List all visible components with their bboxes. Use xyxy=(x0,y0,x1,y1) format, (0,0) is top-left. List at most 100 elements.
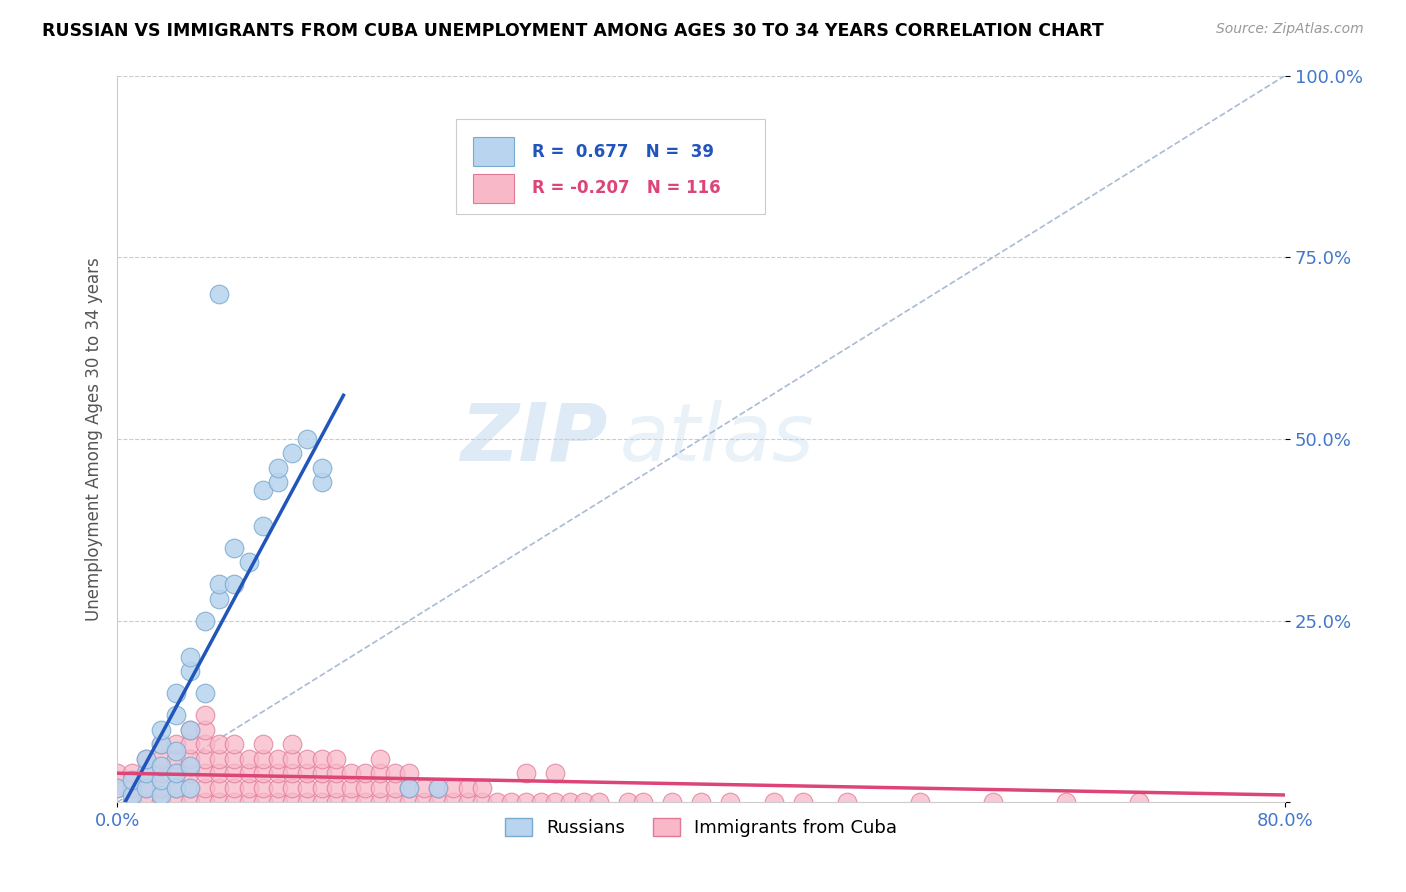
Text: Source: ZipAtlas.com: Source: ZipAtlas.com xyxy=(1216,22,1364,37)
Point xyxy=(135,752,157,766)
Legend: Russians, Immigrants from Cuba: Russians, Immigrants from Cuba xyxy=(498,810,904,844)
Point xyxy=(222,541,245,555)
Point xyxy=(135,780,157,795)
Point xyxy=(135,795,157,809)
Point xyxy=(457,780,479,795)
Point xyxy=(252,737,274,751)
Point xyxy=(150,766,173,780)
Point xyxy=(339,766,361,780)
Point xyxy=(179,752,201,766)
Point xyxy=(661,795,683,809)
Point xyxy=(135,766,157,780)
Point xyxy=(252,752,274,766)
Point xyxy=(179,780,201,795)
Point xyxy=(690,795,713,809)
Text: R =  0.677   N =  39: R = 0.677 N = 39 xyxy=(531,143,714,161)
Point xyxy=(222,766,245,780)
Point xyxy=(441,780,464,795)
Point xyxy=(238,556,260,570)
Point xyxy=(222,737,245,751)
Point xyxy=(121,773,143,788)
Point xyxy=(105,766,128,780)
Point xyxy=(135,780,157,795)
Point xyxy=(165,780,187,795)
Point xyxy=(311,752,333,766)
Point xyxy=(150,780,173,795)
Point xyxy=(398,766,420,780)
Point xyxy=(792,795,814,809)
Point xyxy=(544,766,567,780)
Point xyxy=(105,780,128,795)
Point xyxy=(354,795,377,809)
Point xyxy=(252,780,274,795)
Point xyxy=(165,708,187,723)
Point xyxy=(252,519,274,533)
Point xyxy=(529,795,551,809)
Point xyxy=(238,780,260,795)
Point xyxy=(179,766,201,780)
Point xyxy=(238,766,260,780)
Point xyxy=(150,788,173,802)
Point xyxy=(179,780,201,795)
Point xyxy=(165,766,187,780)
Point xyxy=(412,795,434,809)
Point xyxy=(471,780,494,795)
Point xyxy=(311,795,333,809)
Point xyxy=(194,780,217,795)
Point xyxy=(325,766,347,780)
Point xyxy=(558,795,581,809)
Point xyxy=(295,766,318,780)
Point xyxy=(368,766,391,780)
Point xyxy=(311,475,333,490)
Point xyxy=(208,752,231,766)
Point xyxy=(631,795,654,809)
Point xyxy=(281,780,304,795)
Point xyxy=(121,795,143,809)
Point xyxy=(281,752,304,766)
Point xyxy=(295,780,318,795)
Point xyxy=(325,795,347,809)
Point xyxy=(150,723,173,737)
Point xyxy=(281,795,304,809)
Point xyxy=(267,766,290,780)
Point xyxy=(222,577,245,591)
FancyBboxPatch shape xyxy=(456,120,765,213)
Point xyxy=(208,795,231,809)
Point xyxy=(222,752,245,766)
Point xyxy=(267,752,290,766)
Point xyxy=(354,766,377,780)
Point xyxy=(179,737,201,751)
Point xyxy=(485,795,508,809)
Point xyxy=(150,737,173,751)
Point xyxy=(501,795,523,809)
Point xyxy=(398,780,420,795)
Point xyxy=(515,766,537,780)
Point xyxy=(311,461,333,475)
Point xyxy=(574,795,596,809)
Point xyxy=(1054,795,1077,809)
Bar xyxy=(474,174,515,202)
Point xyxy=(981,795,1004,809)
Point xyxy=(165,686,187,700)
Point xyxy=(150,737,173,751)
Point xyxy=(267,780,290,795)
Text: RUSSIAN VS IMMIGRANTS FROM CUBA UNEMPLOYMENT AMONG AGES 30 TO 34 YEARS CORRELATI: RUSSIAN VS IMMIGRANTS FROM CUBA UNEMPLOY… xyxy=(42,22,1104,40)
Point xyxy=(718,795,741,809)
Point xyxy=(441,795,464,809)
Point xyxy=(398,780,420,795)
Point xyxy=(179,649,201,664)
Point xyxy=(1128,795,1150,809)
Point xyxy=(368,780,391,795)
Point xyxy=(150,752,173,766)
Point xyxy=(252,766,274,780)
Point xyxy=(208,591,231,606)
Point xyxy=(194,614,217,628)
Point xyxy=(368,795,391,809)
Bar xyxy=(474,137,515,167)
Point xyxy=(267,795,290,809)
Point xyxy=(252,795,274,809)
Point xyxy=(368,752,391,766)
Point xyxy=(457,795,479,809)
Point xyxy=(179,723,201,737)
Point xyxy=(354,780,377,795)
